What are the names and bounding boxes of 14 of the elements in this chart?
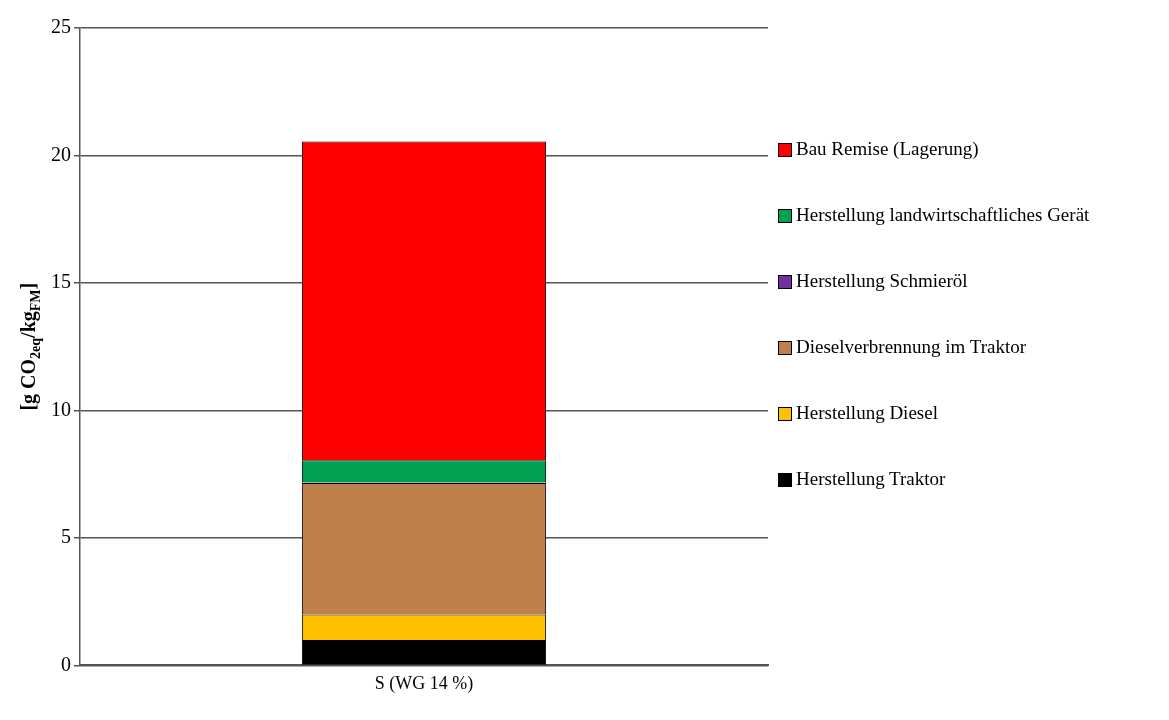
legend-label: Bau Remise (Lagerung) bbox=[796, 138, 979, 160]
y-tick-label: 25 bbox=[51, 15, 71, 38]
y-tick-label: 20 bbox=[51, 142, 71, 165]
y-tick-label: 15 bbox=[51, 270, 71, 293]
y-tick-label: 0 bbox=[61, 652, 71, 675]
x-tick-label: S (WG 14 %) bbox=[374, 672, 474, 694]
legend-label: Herstellung Schmieröl bbox=[796, 270, 968, 292]
legend-label: Herstellung Diesel bbox=[796, 402, 938, 424]
y-axis-title: [g CO2eq/kgFM] bbox=[17, 282, 43, 411]
y-tick-label: 10 bbox=[51, 397, 71, 420]
legend-label: Dieselverbrennung im Traktor bbox=[796, 336, 1027, 358]
y-tick-label: 5 bbox=[61, 525, 71, 548]
legend-label: Herstellung landwirtschaftliches Gerät bbox=[796, 204, 1090, 226]
legend-label: Herstellung Traktor bbox=[796, 468, 946, 490]
